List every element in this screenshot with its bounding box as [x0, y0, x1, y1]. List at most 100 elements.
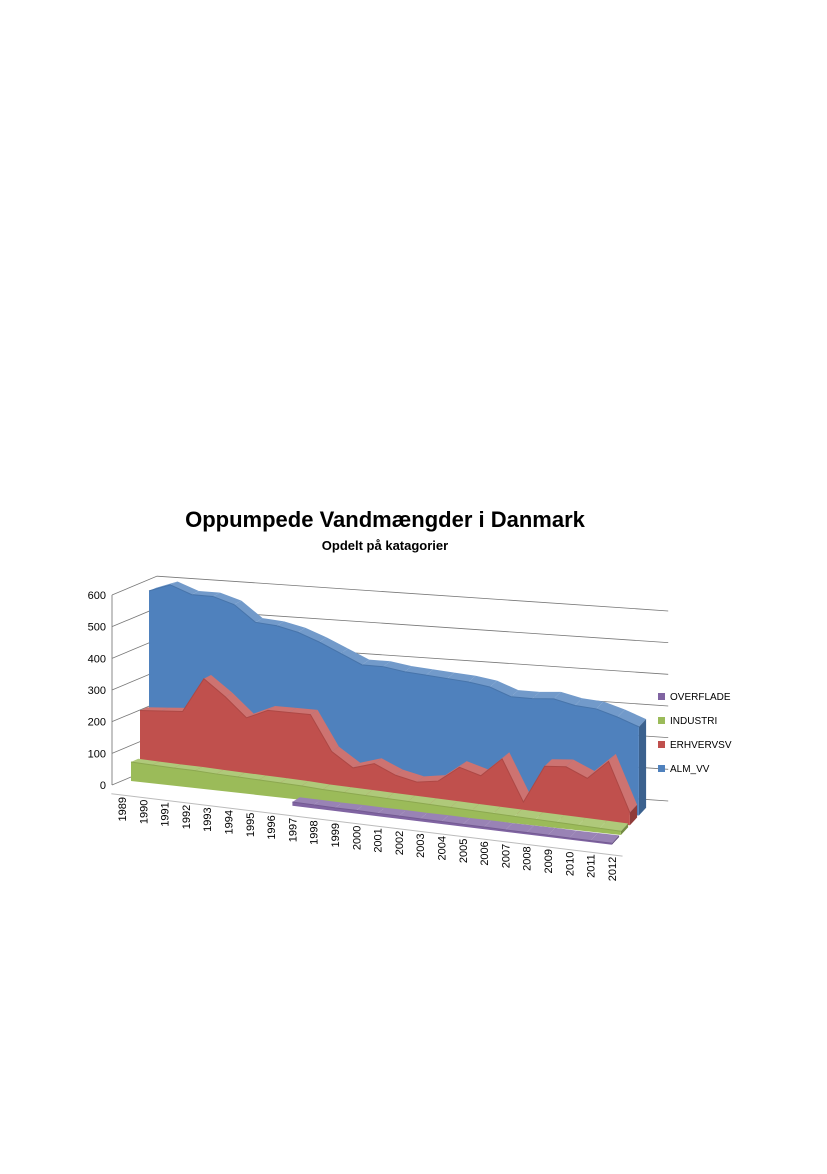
area-line [148, 584, 640, 728]
area-top [395, 769, 425, 783]
area-top [353, 758, 382, 768]
area-top [173, 764, 203, 771]
area-top [212, 592, 242, 605]
area-top [505, 823, 534, 833]
area-top [526, 825, 556, 836]
area-top [258, 775, 288, 783]
area-side [620, 823, 629, 836]
area-top [203, 675, 233, 697]
x-tick-label: 2011 [586, 854, 598, 878]
area-top [462, 817, 492, 827]
area-top [255, 618, 284, 626]
area-top [340, 648, 370, 665]
area-top [566, 759, 595, 779]
area-top [468, 675, 497, 688]
area-top [292, 797, 321, 805]
legend-label: INDUSTRI [670, 716, 717, 727]
area-top [374, 758, 403, 776]
legend-swatch [658, 693, 665, 700]
y-tick-label: 500 [88, 622, 106, 634]
chart-title: Oppumpede Vandmængder i Danmark [185, 507, 586, 532]
x-tick-label: 1991 [160, 802, 172, 826]
x-tick-label: 2007 [500, 844, 512, 868]
legend-label: OVERFLADE [670, 692, 731, 703]
x-tick-label: 2012 [607, 857, 619, 881]
area-top [535, 812, 565, 823]
x-tick-label: 2000 [351, 826, 363, 850]
area-top [548, 827, 577, 839]
area-top [569, 830, 598, 841]
area-top [416, 775, 446, 783]
area-top [319, 637, 348, 654]
area-top [557, 815, 586, 826]
x-tick-label: 2006 [479, 841, 491, 865]
area-top [152, 761, 181, 768]
legend-label: ERHVERVSV [670, 740, 732, 751]
area-top [502, 752, 531, 803]
x-tick-label: 1996 [266, 815, 278, 839]
area-top [617, 709, 647, 727]
y-tick-label: 100 [88, 748, 106, 760]
x-tick-label: 1998 [309, 820, 321, 844]
area-side [629, 804, 638, 826]
legend-label: ALM_VV [670, 764, 710, 775]
x-tick-label: 1999 [330, 823, 342, 847]
legend-swatch [658, 741, 665, 748]
area-top [310, 709, 339, 752]
area-top [404, 666, 434, 676]
area-top [131, 758, 160, 765]
x-tick-label: 2008 [522, 846, 534, 870]
area-top [298, 627, 327, 643]
area-top [301, 781, 330, 790]
x-tick-label: 2002 [394, 831, 406, 855]
area-top [331, 746, 361, 768]
x-tick-label: 1997 [287, 818, 299, 842]
area-side [638, 719, 647, 816]
area-top [276, 621, 306, 633]
area-line [292, 801, 612, 844]
area-top [544, 759, 574, 767]
x-tick-label: 1990 [138, 800, 150, 824]
area-top [362, 659, 391, 667]
area-top [596, 701, 625, 718]
x-tick-label: 2005 [458, 839, 470, 863]
y-tick-label: 300 [88, 685, 106, 697]
legend-swatch [658, 765, 665, 772]
area-top [280, 778, 309, 786]
area-line [139, 678, 631, 813]
x-tick-label: 1989 [117, 797, 129, 821]
area-fill [131, 762, 621, 836]
area-side [611, 835, 620, 845]
area-top [234, 600, 263, 623]
area-top [225, 692, 254, 718]
area-top [383, 661, 412, 672]
area-top [553, 691, 583, 706]
area-top [608, 753, 638, 813]
y-tick-label: 0 [100, 780, 106, 792]
area-top [170, 581, 199, 595]
y-tick-label: 600 [88, 590, 106, 602]
axis-line [111, 793, 623, 857]
area-top [532, 691, 561, 699]
area-top [216, 769, 245, 777]
grid-line [111, 575, 669, 612]
area-top [459, 761, 488, 776]
area-line [130, 761, 621, 832]
area-top [140, 707, 169, 712]
area-top [599, 820, 629, 832]
x-tick-label: 1994 [224, 810, 236, 834]
x-tick-label: 2003 [415, 833, 427, 857]
chart-subtitle: Opdelt på katagorier [322, 538, 448, 553]
legend-swatch [658, 717, 665, 724]
x-tick-label: 1995 [245, 813, 257, 837]
area-top [489, 680, 519, 697]
x-tick-label: 2010 [564, 852, 576, 876]
area-top [590, 833, 620, 844]
area-top [194, 766, 224, 774]
x-tick-label: 2001 [373, 828, 385, 852]
x-tick-label: 1992 [181, 805, 193, 829]
y-tick-label: 400 [88, 653, 106, 665]
x-tick-label: 1993 [202, 807, 214, 831]
